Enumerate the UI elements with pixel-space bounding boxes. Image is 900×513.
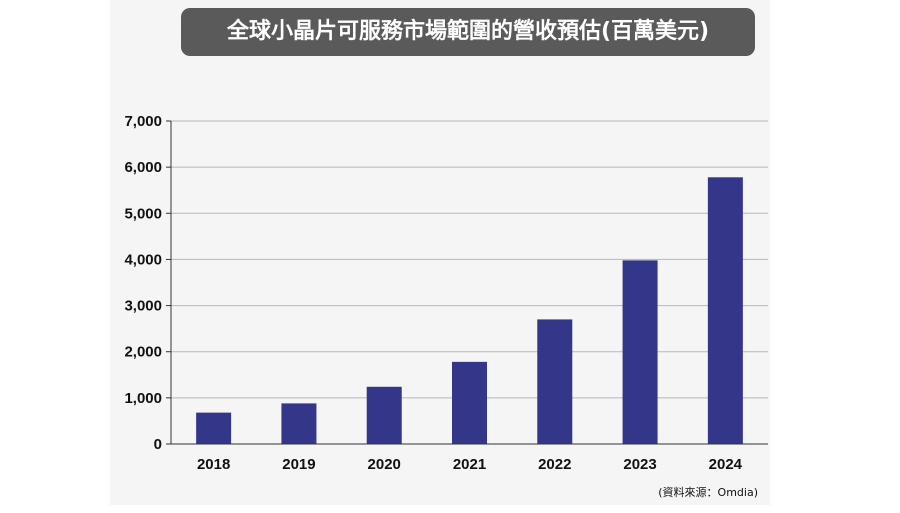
x-tick-label: 2022: [538, 456, 571, 473]
y-tick-label: 2,000: [124, 344, 162, 361]
chart-title: 全球小晶片可服務市場範圍的營收預估(百萬美元): [181, 8, 755, 56]
x-tick-label: 2023: [623, 456, 656, 473]
bar-2023: [622, 260, 658, 444]
bar-2021: [452, 361, 487, 444]
x-tick-label: 2018: [197, 456, 230, 473]
y-tick-label: 1,000: [124, 390, 162, 407]
source-note: (資料來源：Omdia): [658, 486, 758, 499]
y-tick-label: 0: [154, 436, 162, 453]
y-tick-label: 6,000: [124, 159, 162, 176]
bar-2019: [281, 403, 317, 444]
bars: [196, 177, 743, 444]
y-tick-label: 5,000: [124, 205, 162, 222]
y-tick-label: 7,000: [124, 113, 162, 130]
axes: [166, 120, 768, 445]
x-tick-label: 2020: [368, 456, 401, 473]
x-tick-label: 2024: [709, 456, 743, 473]
y-tick-label: 3,000: [124, 298, 162, 315]
y-tick-label: 4,000: [124, 251, 162, 268]
x-tick-label: 2019: [282, 456, 315, 473]
bar-2022: [537, 319, 573, 444]
bar-2018: [196, 412, 232, 444]
x-tick-label: 2021: [453, 456, 486, 473]
y-tick-labels: 0 1,000 2,000 3,000 4,000 5,000 6,000 7,000: [124, 113, 162, 453]
x-tick-labels: 2018 2019 2020 2021 2022 2023 2024: [197, 456, 743, 473]
bar-2024: [707, 177, 743, 444]
bar-2020: [366, 386, 402, 444]
gridlines: [171, 120, 768, 399]
